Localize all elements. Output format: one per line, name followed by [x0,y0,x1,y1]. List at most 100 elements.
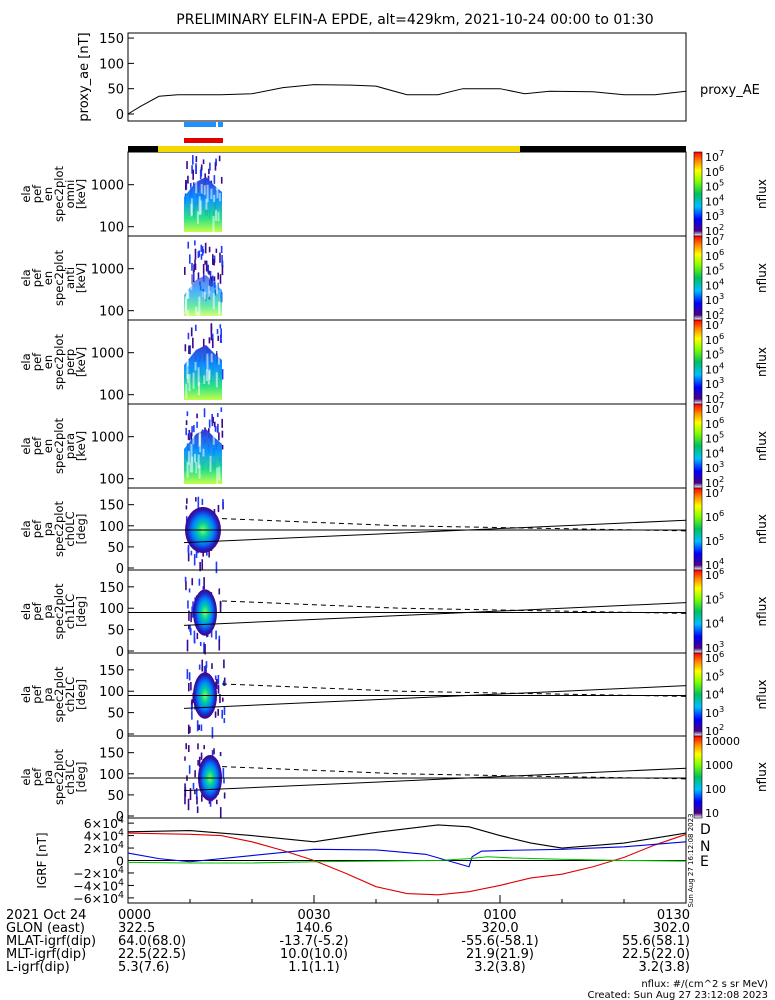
panel-ylabel-line: pef [30,767,44,786]
flux-pixel [213,421,216,427]
panel-ylabel-line: en [41,439,55,453]
panel-ylabel-line: omni [63,180,77,209]
colorbar-tick-label: 1000 [705,759,733,772]
colorbar-tick-label: 105 [705,346,724,362]
flux-pixel [222,499,224,508]
flux-gap [205,369,208,382]
flux-gap [187,451,190,465]
flux-gap [207,370,210,385]
flux-pixel [196,796,198,805]
flux-pixel [200,752,203,760]
flux-pixel [212,416,214,424]
ephemeris-row-label: 2021 Oct 24 [6,908,86,923]
panel-ylabel-line: [keV] [74,431,88,461]
panel-ylabel-line: [keV] [74,179,88,209]
flux-pixel [190,681,192,691]
colorbar-tick-label: 105 [705,590,724,606]
flux-gap [202,291,205,298]
flux-pixel [221,430,224,438]
colorbar-strip [693,403,703,489]
panel-ylabel-line: spec2plot [52,165,66,222]
panel-ylabel-line: pef [30,684,44,703]
y-tick-label: 0 [116,728,124,743]
flux-gap [195,178,198,194]
flux-pixel [186,669,189,680]
flux-pixel [189,182,192,188]
flux-pixel [196,632,199,640]
flux-gap [210,188,213,200]
l-value: 1.1(1.1) [288,960,340,975]
flux-pixel [195,787,198,800]
flux-pixel [185,505,188,510]
flux-pixel [192,782,195,790]
flux-pixel [188,588,191,593]
y-tick-label: 1000 [91,263,124,278]
flux-pixel [211,750,214,759]
glon-value: 302.0 [653,921,690,936]
flux-pixel [201,794,203,802]
flux-pixel [189,627,192,636]
flux-pixel [186,161,188,170]
proxy-ae-legend: proxy_AE [700,83,760,98]
flux-gap [198,196,201,215]
flux-pixel [223,778,225,784]
flux-gap [209,455,212,472]
flux-pixel [184,787,187,797]
colorbar-tick-label: 104 [705,686,724,702]
flux-pixel [218,155,221,162]
flux-pixel [211,333,214,339]
flux-pixel [188,624,190,630]
flux-pixel [187,552,190,562]
flux-pixel [188,610,190,621]
flux-pixel [216,329,219,335]
panel-ylabel-line: ela [19,353,33,370]
colorbar-strip [693,735,703,819]
colorbar-label: nflux [755,680,769,710]
flux-pixel [221,369,224,380]
flux-pixel [195,497,197,502]
mlt-value: 21.9(21.9) [466,947,534,962]
flux-pixel [203,666,206,674]
glon-value: 322.5 [118,921,155,936]
flux-pixel [213,748,215,755]
flux-pixel [199,169,202,180]
flux-pixel [199,561,201,572]
flux-pixel [208,551,210,558]
panel-ylabel-line: ela [19,603,33,620]
flux-pixel [201,498,204,505]
flux-pixel [220,176,223,184]
proxy-ae-panel: 150 100 50 0 proxy_ae [nT] proxy_AE [77,32,760,123]
ephemeris-row-label: MLAT-igrf(dip) [6,934,96,949]
y-tick-label: 150 [99,664,124,679]
flux-pixel [193,630,196,643]
flux-gap [193,453,196,463]
flux-gap [215,181,218,191]
flux-pixel [203,408,206,418]
panel-ylabel-line: ch2LC [63,677,77,712]
flux-pixel [190,550,193,556]
flux-pixel [210,332,213,341]
flux-gap [192,432,195,445]
panel-ylabel-line: ch0LC [63,511,77,546]
colorbar-tick-label: 106 [705,331,724,347]
time-label: 0100 [483,908,516,923]
flux-gap [190,204,193,217]
legend-n: N [700,839,710,855]
colorbar-tick-label: 105 [705,430,724,446]
flux-pixel [205,661,208,668]
flux-gap [217,211,220,222]
flux-pixel [215,160,217,165]
flux-gap [200,183,203,194]
colorbar-tick-label: 106 [705,649,724,665]
flux-pixel [219,601,222,613]
spectrogram-panel-5: elapefpaspec2plotch0LC[deg]1501005001071… [19,484,769,577]
flux-gap [186,310,189,318]
flux-pixel [223,707,226,716]
flux-pixel [200,244,203,252]
panel-ylabel-line: pa [41,770,55,784]
